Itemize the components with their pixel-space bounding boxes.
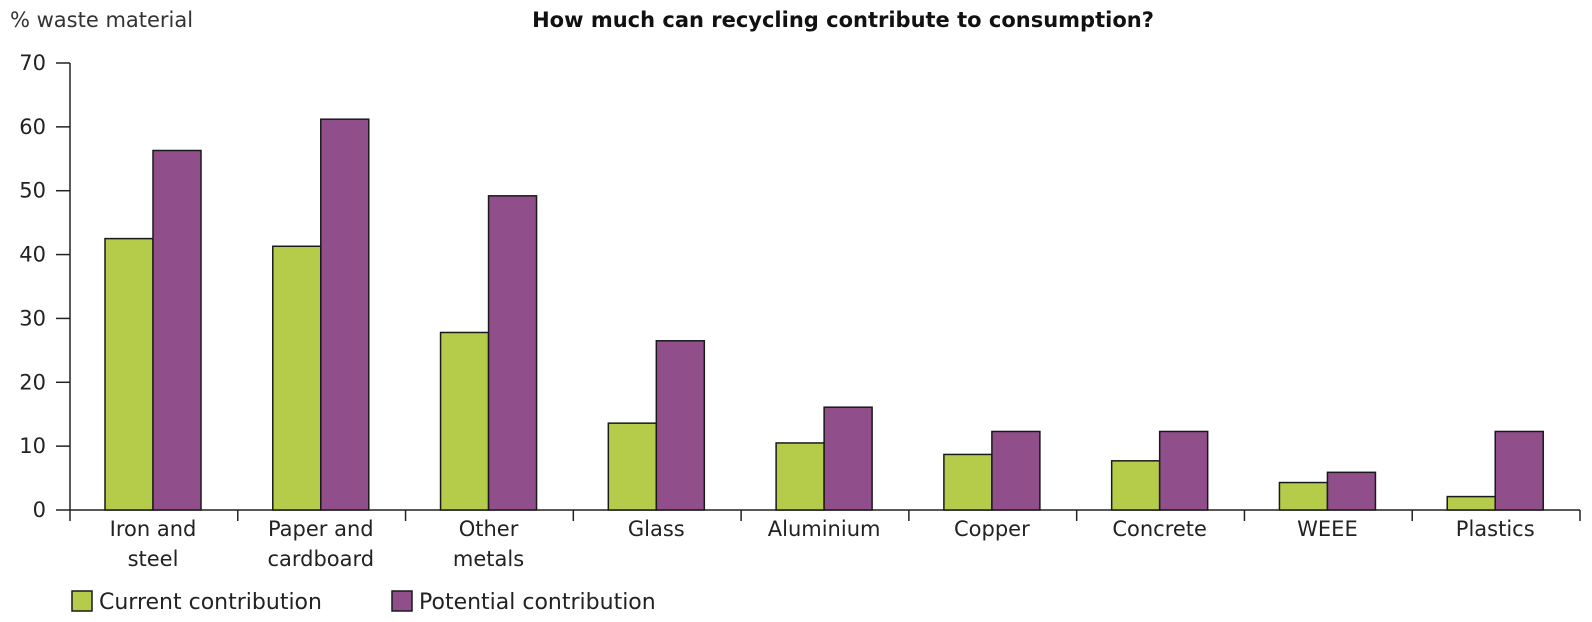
legend-swatch	[391, 590, 413, 612]
y-tick-label: 40	[19, 243, 46, 267]
y-tick-label: 10	[19, 434, 46, 458]
legend-label: Potential contribution	[419, 590, 656, 615]
x-tick-label: Paper and	[268, 517, 374, 541]
bar-current-contribution	[272, 245, 322, 511]
y-tick-label: 50	[19, 179, 46, 203]
x-tick-label: Copper	[954, 517, 1030, 541]
bar-potential-contribution	[1326, 471, 1377, 511]
bar-current-contribution	[1446, 495, 1496, 511]
legend: Current contribution Potential contributi…	[71, 590, 656, 615]
bar-potential-contribution	[991, 430, 1041, 511]
bar-potential-contribution	[152, 149, 202, 511]
x-tick-label: Iron and	[110, 517, 197, 541]
axes: 0 10 20 30 40 50 60 70 Iron and steel Paper and car…	[19, 51, 1581, 571]
x-tick-label: cardboard	[267, 547, 374, 571]
x-tick-label: WEEE	[1297, 517, 1358, 541]
x-tick-label: steel	[128, 547, 179, 571]
y-axis-title: % waste material	[10, 8, 193, 32]
x-tick-label: Plastics	[1456, 517, 1535, 541]
bar-current-contribution	[439, 331, 490, 511]
bar-current-contribution	[1110, 460, 1161, 511]
y-tick-label: 20	[19, 370, 46, 394]
bar-current-contribution	[943, 453, 993, 511]
y-tick-label: 0	[33, 498, 46, 522]
y-tick-label: 30	[19, 306, 46, 330]
bar-potential-contribution	[1158, 430, 1209, 511]
x-tick-label: Other	[459, 517, 519, 541]
bar-potential-contribution	[487, 195, 538, 511]
x-tick-label: Concrete	[1112, 517, 1207, 541]
y-tick-label: 70	[19, 51, 46, 75]
bar-potential-contribution	[655, 340, 706, 511]
x-tick-label: Aluminium	[768, 517, 881, 541]
chart-title: How much can recycling contribute to con…	[532, 8, 1154, 32]
legend-label: Current contribution	[99, 590, 322, 615]
bar-current-contribution	[104, 237, 154, 511]
bar-potential-contribution	[823, 406, 873, 511]
bars	[104, 118, 1544, 511]
y-tick-label: 60	[19, 115, 46, 139]
bar-current-contribution	[607, 422, 658, 511]
bar-current-contribution	[775, 442, 825, 511]
bar-potential-contribution	[320, 118, 370, 511]
legend-swatch	[71, 590, 93, 612]
x-tick-label: Glass	[628, 517, 685, 541]
bar-current-contribution	[1278, 481, 1329, 511]
bar-potential-contribution	[1494, 430, 1544, 511]
x-tick-label: metals	[453, 547, 524, 571]
